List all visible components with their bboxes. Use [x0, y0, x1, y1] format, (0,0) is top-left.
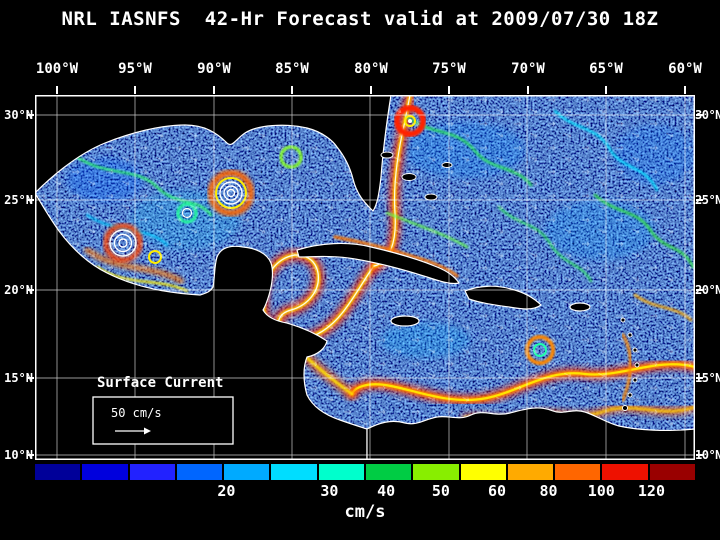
colorbar-segment	[460, 464, 506, 480]
lat-label-left: 15°N	[4, 371, 33, 385]
lon-label: 100°W	[35, 61, 79, 77]
legend: Surface Current 50 cm/s	[92, 375, 234, 445]
lon-label: 75°W	[432, 61, 466, 77]
colorbar-segment	[224, 464, 270, 480]
axis-tick	[134, 86, 136, 94]
axis-tick	[696, 454, 703, 456]
axis-tick	[27, 454, 34, 456]
colorbar-ticks: 20 30 40 50 60 80 100 120	[35, 482, 695, 500]
current-map: Surface Current 50 cm/s	[35, 95, 695, 460]
axis-tick	[27, 199, 34, 201]
lon-label: 80°W	[354, 61, 388, 77]
lat-label-right: 15°N	[695, 371, 720, 385]
colorbar-segment	[602, 464, 648, 480]
colorbar-segment	[35, 464, 81, 480]
lat-label-right: 10°N	[695, 448, 720, 462]
lon-label: 90°W	[197, 61, 231, 77]
lon-label: 60°W	[668, 61, 702, 77]
lon-label: 85°W	[275, 61, 309, 77]
lon-label: 95°W	[118, 61, 152, 77]
colorbar-segment	[555, 464, 601, 480]
colorbar-segment	[365, 464, 412, 480]
islands-bahamas	[380, 151, 453, 201]
map-plot-area: Surface Current 50 cm/s	[35, 95, 695, 460]
colorbar-segment	[176, 464, 223, 480]
axis-tick	[684, 86, 686, 94]
lat-label-right: 20°N	[695, 283, 720, 297]
colorbar-tick-label: 20	[217, 482, 236, 500]
colorbar-tick-label: 80	[539, 482, 558, 500]
colorbar-segment	[649, 464, 695, 480]
colorbar-segment	[318, 464, 364, 480]
colorbar-tick-label: 30	[320, 482, 339, 500]
scale-arrow-icon	[115, 427, 151, 435]
island-jamaica	[390, 315, 420, 327]
colorbar-tick-label: 60	[487, 482, 507, 500]
lat-label-left: 20°N	[4, 283, 33, 297]
axis-tick	[696, 377, 703, 379]
axis-tick	[527, 86, 529, 94]
lat-label-left: 30°N	[4, 108, 33, 122]
colorbar-segment	[82, 464, 128, 480]
colorbar	[35, 464, 695, 480]
grid-lines	[35, 95, 695, 460]
axis-tick	[213, 86, 215, 94]
lat-label-right: 25°N	[695, 193, 720, 207]
legend-scale-label: 50 cm/s	[111, 406, 162, 420]
page-title: NRL IASNFS 42-Hr Forecast valid at 2009/…	[61, 8, 659, 30]
legend-scale-box	[92, 396, 234, 445]
legend-title: Surface Current	[97, 375, 223, 391]
lat-label-left: 25°N	[4, 193, 33, 207]
axis-tick	[605, 86, 607, 94]
axis-tick	[448, 86, 450, 94]
colorbar-tick-label: 120	[637, 482, 665, 500]
colorbar-segment	[129, 464, 175, 480]
colorbar-unit: cm/s	[344, 502, 386, 522]
land-north-america	[35, 95, 392, 212]
axis-tick	[27, 289, 34, 291]
lat-label-right: 30°N	[695, 108, 720, 122]
axis-tick	[27, 377, 34, 379]
axis-tick	[27, 114, 34, 116]
colorbar-segment	[271, 464, 317, 480]
plot-frame	[35, 95, 695, 460]
axis-tick	[56, 86, 58, 94]
island-hispaniola	[464, 285, 542, 310]
axis-tick	[696, 289, 703, 291]
lon-label: 65°W	[589, 61, 623, 77]
islands-lesser-antilles	[620, 317, 640, 411]
colorbar-segment	[507, 464, 554, 480]
axis-tick	[370, 86, 372, 94]
axis-tick	[696, 114, 703, 116]
colorbar-tick-label: 50	[431, 482, 450, 500]
land-mexico-central-america	[35, 192, 368, 460]
axis-tick	[696, 199, 703, 201]
axis-tick	[291, 86, 293, 94]
colorbar-segment	[413, 464, 459, 480]
colorbar-tick-label: 100	[587, 482, 615, 500]
colorbar-tick-label: 40	[377, 482, 396, 500]
island-puerto-rico	[569, 302, 591, 312]
island-cuba	[296, 242, 460, 285]
lat-label-left: 10°N	[4, 448, 33, 462]
lon-label: 70°W	[511, 61, 545, 77]
